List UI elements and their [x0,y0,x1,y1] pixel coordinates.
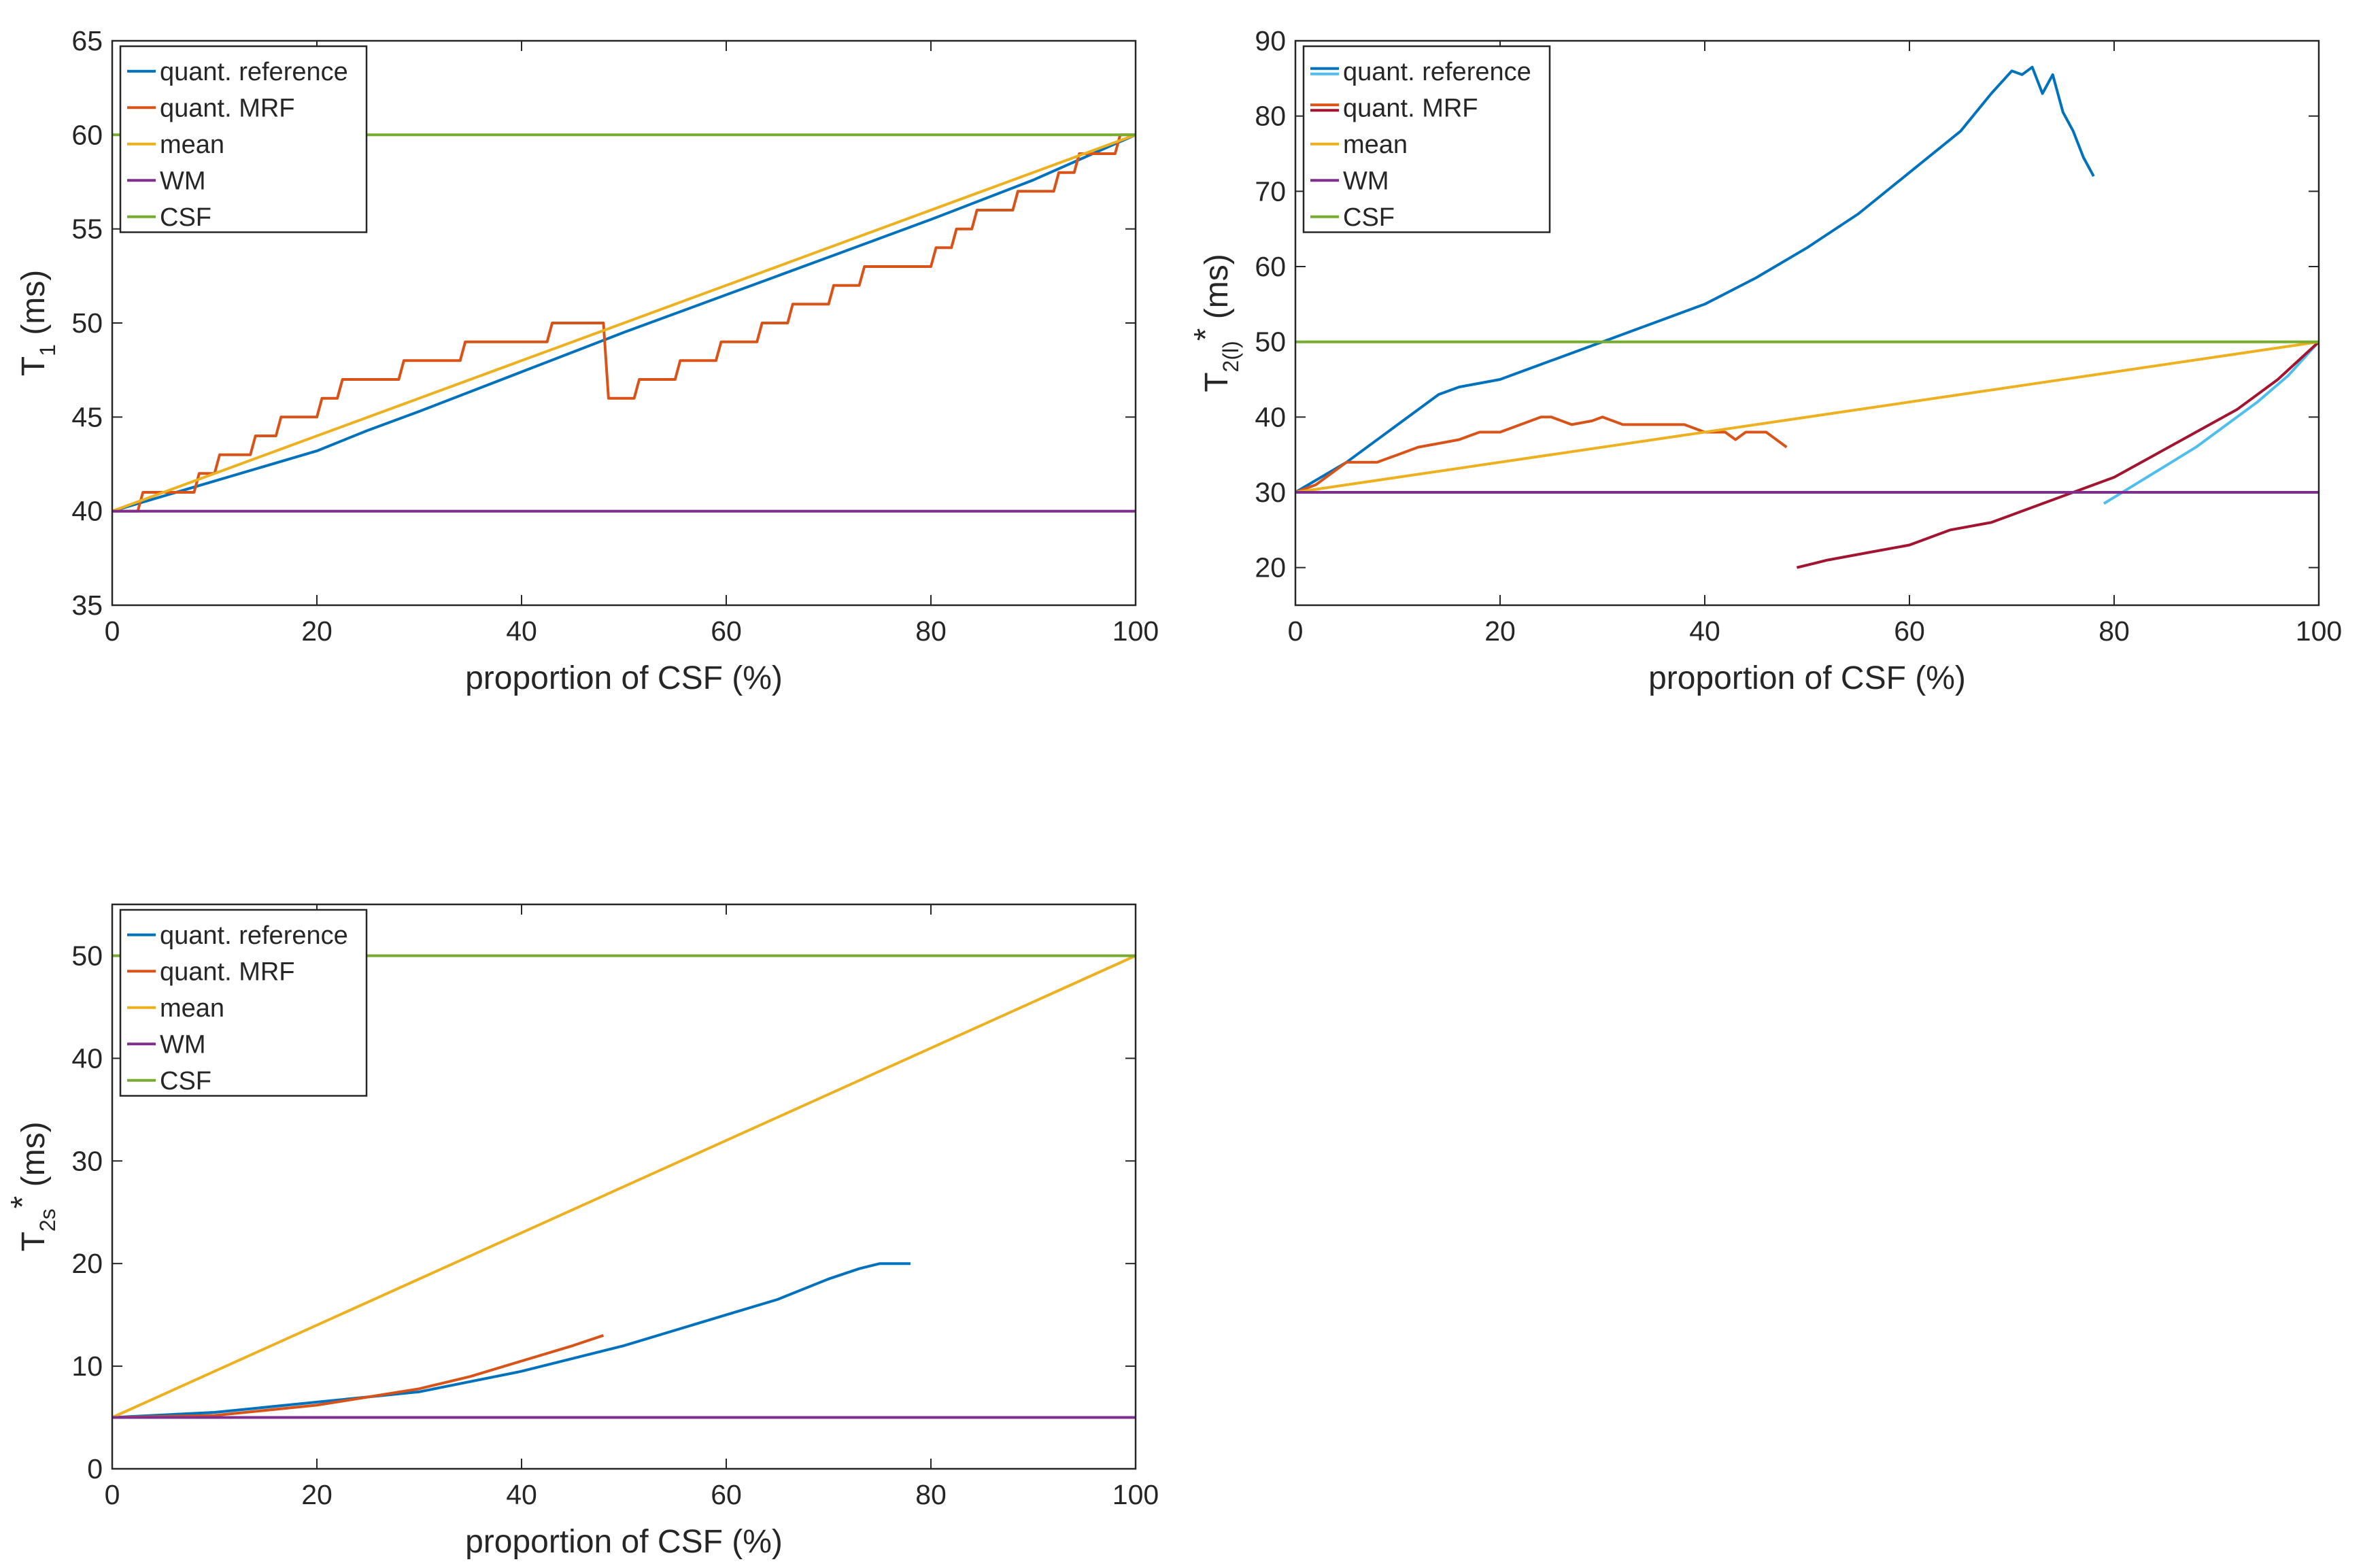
y-axis-label-super: * [5,1196,41,1209]
y-tick-label: 35 [71,590,103,621]
y-tick-label: 0 [87,1453,103,1484]
legend-label-quant-reference: quant. reference [160,921,348,950]
y-tick-label: 45 [71,401,103,432]
y-axis-label-sub: 1 [35,344,60,356]
legend-label-quant-mrf: quant. MRF [160,94,295,122]
legend-label-wm: WM [160,1030,206,1059]
y-tick-label: 80 [1255,101,1286,132]
x-tick-label: 80 [915,1479,947,1510]
series-line-quant-reference [1295,65,2095,494]
x-tick-label: 80 [915,615,947,647]
x-tick-label: 40 [506,615,537,647]
y-tick-label: 30 [1255,477,1286,508]
legend-box [119,908,368,1097]
chart-1: 0 20 40 60 80 100 35 40 45 50 55 60 65 proportion of … [16,25,1159,696]
legend-label-mean: mean [1343,131,1408,159]
series-line-quant-mrf-branch-2 [1796,341,2319,569]
x-axis-label: proportion of CSF (%) [1648,660,1966,696]
y-tick-label: 90 [1255,25,1286,56]
legend-label-quant-reference: quant. reference [160,58,348,86]
y-tick-label: 40 [71,1042,103,1074]
axes-box [1294,39,2320,607]
y-tick-label: 50 [71,307,103,339]
y-axis-label: T2(l)* (ms) [1188,254,1243,392]
x-tick-label: 40 [1689,615,1720,647]
y-axis-label-super: * [1188,328,1224,341]
series-line-mean [112,133,1136,513]
chart-2: 0 20 40 60 80 100 20 30 40 50 60 70 80 90 proportion o… [1188,25,2342,696]
chart-3: 0 20 40 60 80 100 0 10 20 30 40 50 proportion of CSF… [5,903,1159,1560]
legend-box [119,45,368,233]
series-line-mean [1295,340,2319,494]
x-tick-label: 100 [1112,1479,1159,1510]
y-axis-label-unit: (ms) [16,1121,52,1195]
y-tick-label: 50 [1255,326,1286,358]
axes-box [111,903,1137,1470]
y-tick-label: 20 [71,1248,103,1279]
legend-label-quant-reference: quant. reference [1343,58,1531,86]
y-tick-label: 65 [71,25,103,56]
legend-label-csf: CSF [1343,203,1395,232]
legend-box [1302,45,1551,233]
y-axis-label: T2s* (ms) [5,1121,60,1251]
x-tick-label: 0 [1288,615,1304,647]
series-line-quant-reference [112,1262,911,1419]
x-tick-label: 20 [301,615,333,647]
y-axis-label-main: T [16,356,52,376]
y-axis-label-unit: (ms) [16,270,52,344]
legend-label-wm: WM [160,167,206,195]
y-tick-label: 40 [1255,401,1286,432]
legend-label-csf: CSF [160,203,211,232]
y-tick-label: 30 [71,1145,103,1176]
x-tick-label: 20 [1484,615,1516,647]
x-tick-label: 60 [1894,615,1925,647]
y-tick-label: 20 [1255,552,1286,583]
y-tick-label: 50 [71,940,103,971]
x-tick-label: 20 [301,1479,333,1510]
legend-label-quant-mrf: quant. MRF [1343,94,1478,122]
y-axis-label-main: T [1199,372,1235,392]
y-axis-label-main: T [16,1231,52,1251]
x-tick-label: 0 [105,615,120,647]
x-tick-label: 100 [1112,615,1159,647]
series-line-quant-mrf [1295,415,1788,494]
y-axis-label-unit: (ms) [1199,254,1235,328]
series-line-quant-mrf [112,133,1136,513]
y-tick-label: 55 [71,214,103,245]
x-tick-label: 60 [711,1479,742,1510]
axes-box [111,39,1137,607]
x-tick-label: 40 [506,1479,537,1510]
x-tick-label: 80 [2098,615,2130,647]
y-tick-label: 70 [1255,175,1286,207]
x-axis-label: proportion of CSF (%) [465,660,783,696]
legend-label-csf: CSF [160,1067,211,1095]
series-line-mean [112,954,1136,1419]
y-axis-label-sub: 2s [35,1208,60,1231]
series-line-quant-mrf [112,1333,605,1419]
legend-label-mean: mean [160,131,224,159]
legend: quant. reference quant. MRF mean WM CSF [1302,45,1551,233]
series-line-quant-reference [112,133,1136,513]
legend-label-quant-mrf: quant. MRF [160,957,295,986]
y-tick-label: 60 [1255,251,1286,282]
y-axis-label-sub: 2(l) [1219,341,1243,372]
y-tick-label: 10 [71,1350,103,1382]
x-axis-label: proportion of CSF (%) [465,1524,783,1560]
legend: quant. reference quant. MRF mean WM CSF [119,908,368,1097]
x-tick-label: 60 [711,615,742,647]
x-tick-label: 0 [105,1479,120,1510]
y-tick-label: 40 [71,496,103,527]
legend-label-wm: WM [1343,167,1389,195]
x-tick-label: 100 [2296,615,2342,647]
series-line-quant-reference-branch-2 [2103,341,2319,505]
legend-label-mean: mean [160,994,224,1023]
legend: quant. reference quant. MRF mean WM CSF [119,45,368,233]
series-group [1295,65,2319,569]
y-axis-label: T1 (ms) [16,270,60,376]
y-tick-label: 60 [71,119,103,150]
